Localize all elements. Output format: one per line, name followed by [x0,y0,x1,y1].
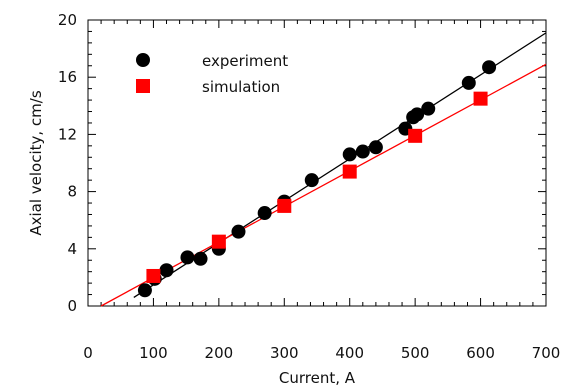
legend-label-simulation: simulation [202,78,280,96]
point-simulation [211,234,226,249]
tick-labels: 0 100 200 300 400 500 600 700 0 4 8 12 16 20 [58,11,560,362]
point-experiment [137,283,152,298]
point-experiment [410,107,425,122]
y-tick-label: 16 [58,68,77,86]
point-experiment [355,144,370,159]
x-axis-label: Current, A [279,369,356,387]
y-tick-label: 12 [58,125,77,143]
y-tick-label: 0 [67,297,77,315]
x-tick-label: 100 [139,344,168,362]
point-simulation [277,198,292,213]
point-experiment [193,251,208,266]
y-tick-label: 20 [58,11,77,29]
data-markers [137,60,497,298]
y-tick-label: 8 [67,183,77,201]
legend: experiment simulation [136,52,288,96]
y-tick-label: 4 [67,240,77,258]
y-axis-label: Axial velocity, cm/s [27,90,45,236]
axis-ticks [87,19,547,307]
point-experiment [159,263,174,278]
plot-area [87,19,547,307]
x-tick-label: 500 [401,344,430,362]
x-tick-label: 300 [270,344,299,362]
legend-label-experiment: experiment [202,52,288,70]
x-tick-label: 400 [335,344,364,362]
fit-line-simulation [100,63,547,307]
point-experiment [461,75,476,90]
point-experiment [180,250,195,265]
legend-marker-experiment [136,53,150,67]
point-simulation [342,164,357,179]
point-simulation [408,128,423,143]
point-experiment [304,173,319,188]
point-experiment [421,101,436,116]
point-simulation [473,91,488,106]
point-experiment [231,224,246,239]
x-tick-label: 700 [532,344,561,362]
point-experiment [368,140,383,155]
x-tick-label: 0 [83,344,93,362]
x-tick-label: 200 [205,344,234,362]
point-experiment [257,206,272,221]
legend-marker-simulation [136,79,150,93]
point-experiment [342,147,357,162]
point-simulation [146,268,161,283]
point-experiment [482,60,497,75]
x-tick-label: 600 [466,344,495,362]
